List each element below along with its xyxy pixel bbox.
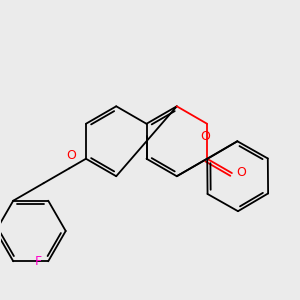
Text: O: O: [200, 130, 210, 143]
Text: O: O: [236, 166, 246, 179]
Text: O: O: [66, 149, 76, 162]
Text: F: F: [35, 255, 42, 268]
